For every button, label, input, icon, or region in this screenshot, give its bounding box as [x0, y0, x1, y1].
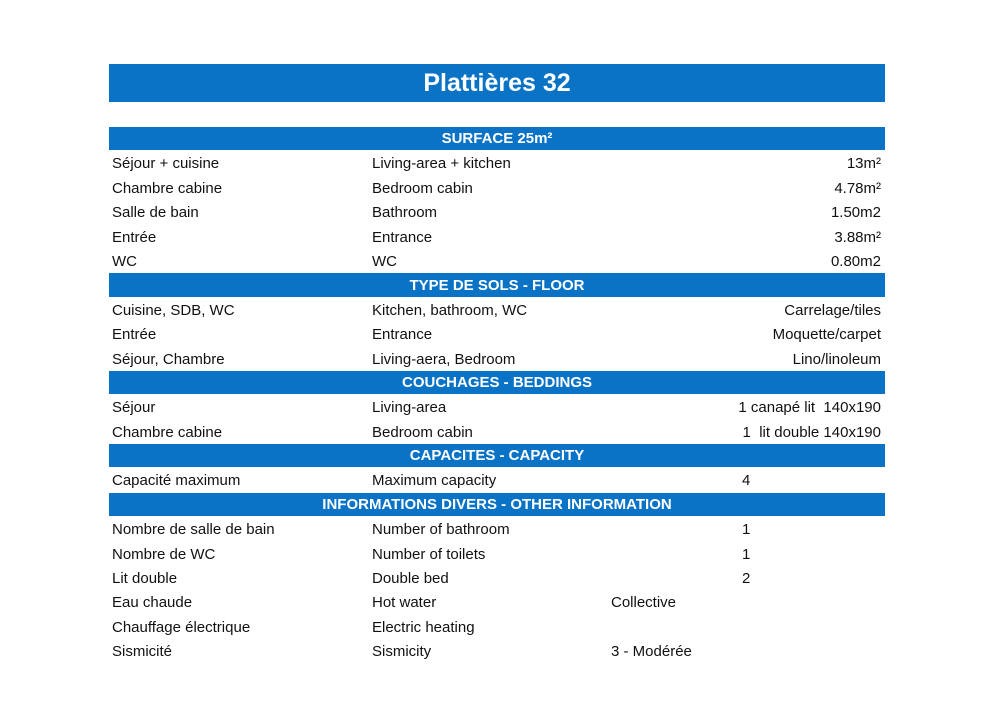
table-row: WC WC 0.80m2 [109, 249, 885, 273]
table-row: Eau chaude Hot water Collective [109, 590, 885, 614]
english-label: Hot water [372, 594, 437, 612]
french-label: Chambre cabine [112, 179, 223, 197]
english-label: Electric heating [372, 618, 475, 636]
french-label: Nombre de salle de bain [112, 521, 275, 539]
english-label: Bathroom [372, 204, 438, 222]
section-header: SURFACE 25m² [109, 127, 885, 152]
french-label: Entrée [112, 326, 157, 344]
section-header: COUCHAGES - BEDDINGS [109, 370, 885, 396]
value-cell: 1 canapé lit 140x190 [738, 399, 881, 417]
english-label: Number of bathroom [372, 521, 510, 539]
count-cell: 1 [742, 521, 751, 539]
table-row: Séjour, Chambre Living-aera, Bedroom Lino/… [109, 347, 885, 371]
section-header: TYPE DE SOLS - FLOOR [109, 273, 885, 298]
table-row: Séjour + cuisine Living-area + kitchen 13m… [109, 151, 885, 175]
french-label: Chauffage électrique [112, 618, 251, 636]
count-cell: 4 [742, 472, 751, 490]
english-label: Living-area + kitchen [372, 155, 511, 173]
note-cell: 3 - Modérée [611, 643, 692, 661]
table-row: Entrée Entrance 3.88m² [109, 225, 885, 249]
note-cell: Collective [611, 594, 677, 612]
value-cell: 0.80m2 [830, 252, 881, 270]
english-label: Living-area [372, 399, 447, 417]
french-label: Cuisine, SDB, WC [112, 301, 235, 319]
french-label: Capacité maximum [112, 472, 241, 490]
english-label: Entrance [372, 228, 433, 246]
count-cell: 2 [742, 570, 751, 588]
table-row: Lit double Double bed 2 [109, 566, 885, 590]
french-label: Séjour, Chambre [112, 350, 225, 368]
value-cell: 1.50m2 [830, 204, 881, 222]
value-cell: Lino/linoleum [792, 350, 881, 368]
french-label: Lit double [112, 570, 178, 588]
english-label: Number of toilets [372, 545, 486, 563]
section-header: INFORMATIONS DIVERS - OTHER INFORMATION [109, 492, 885, 518]
table-row: Sismicité Sismicity 3 - Modérée [109, 639, 885, 663]
french-label: WC [112, 252, 137, 270]
english-label: Maximum capacity [372, 472, 497, 490]
value-cell: 1 lit double 140x190 [742, 423, 881, 441]
value-cell: 4.78m² [834, 179, 881, 197]
table-row: Cuisine, SDB, WC Kitchen, bathroom, WC Car… [109, 298, 885, 322]
french-label: Séjour [112, 399, 156, 417]
french-label: Séjour + cuisine [112, 155, 220, 173]
table-row: Séjour Living-area 1 canapé lit 140x190 [109, 395, 885, 419]
table-row: Salle de bain Bathroom 1.50m2 [109, 200, 885, 224]
english-label: Kitchen, bathroom, WC [372, 301, 528, 319]
value-cell: Moquette/carpet [772, 326, 881, 344]
property-info-table: SURFACE 25m² Séjour + cuisine Living-area … [109, 127, 885, 664]
table-row: Nombre de WC Number of toilets 1 [109, 542, 885, 566]
value-cell: 13m² [846, 155, 881, 173]
english-label: Bedroom cabin [372, 179, 473, 197]
value-cell: 3.88m² [834, 228, 881, 246]
french-label: Sismicité [112, 643, 173, 661]
french-label: Entrée [112, 228, 157, 246]
count-cell: 1 [742, 545, 751, 563]
table-row: Chauffage électrique Electric heating [109, 615, 885, 639]
table-row: Capacité maximum Maximum capacity 4 [109, 468, 885, 492]
english-label: WC [372, 252, 397, 270]
english-label: Double bed [372, 570, 449, 588]
english-label: Living-aera, Bedroom [372, 350, 516, 368]
value-cell: Carrelage/tiles [784, 301, 881, 319]
french-label: Salle de bain [112, 204, 199, 222]
table-row: Entrée Entrance Moquette/carpet [109, 322, 885, 346]
french-label: Chambre cabine [112, 423, 223, 441]
french-label: Eau chaude [112, 594, 193, 612]
english-label: Bedroom cabin [372, 423, 473, 441]
english-label: Entrance [372, 326, 433, 344]
french-label: Nombre de WC [112, 545, 216, 563]
page-title: Plattières 32 [109, 64, 885, 102]
table-row: Chambre cabine Bedroom cabin 1 lit double … [109, 420, 885, 444]
table-row: Nombre de salle de bain Number of bathroo… [109, 517, 885, 541]
table-row: Chambre cabine Bedroom cabin 4.78m² [109, 176, 885, 200]
english-label: Sismicity [372, 643, 432, 661]
section-header: CAPACITES - CAPACITY [109, 444, 885, 469]
